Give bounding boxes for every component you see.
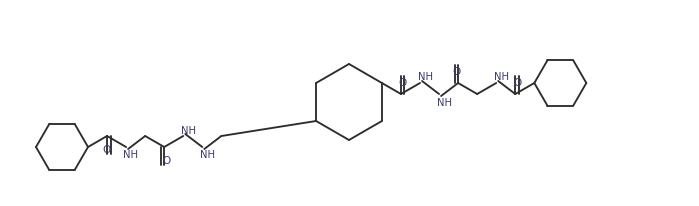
Text: O: O (102, 144, 110, 154)
Text: NH: NH (122, 149, 138, 159)
Text: O: O (513, 78, 521, 88)
Text: NH: NH (417, 72, 433, 82)
Text: NH: NH (437, 97, 452, 108)
Text: NH: NH (493, 72, 509, 82)
Text: O: O (162, 155, 171, 165)
Text: NH: NH (181, 125, 196, 135)
Text: O: O (452, 67, 460, 77)
Text: O: O (399, 78, 407, 88)
Text: NH: NH (200, 149, 215, 159)
